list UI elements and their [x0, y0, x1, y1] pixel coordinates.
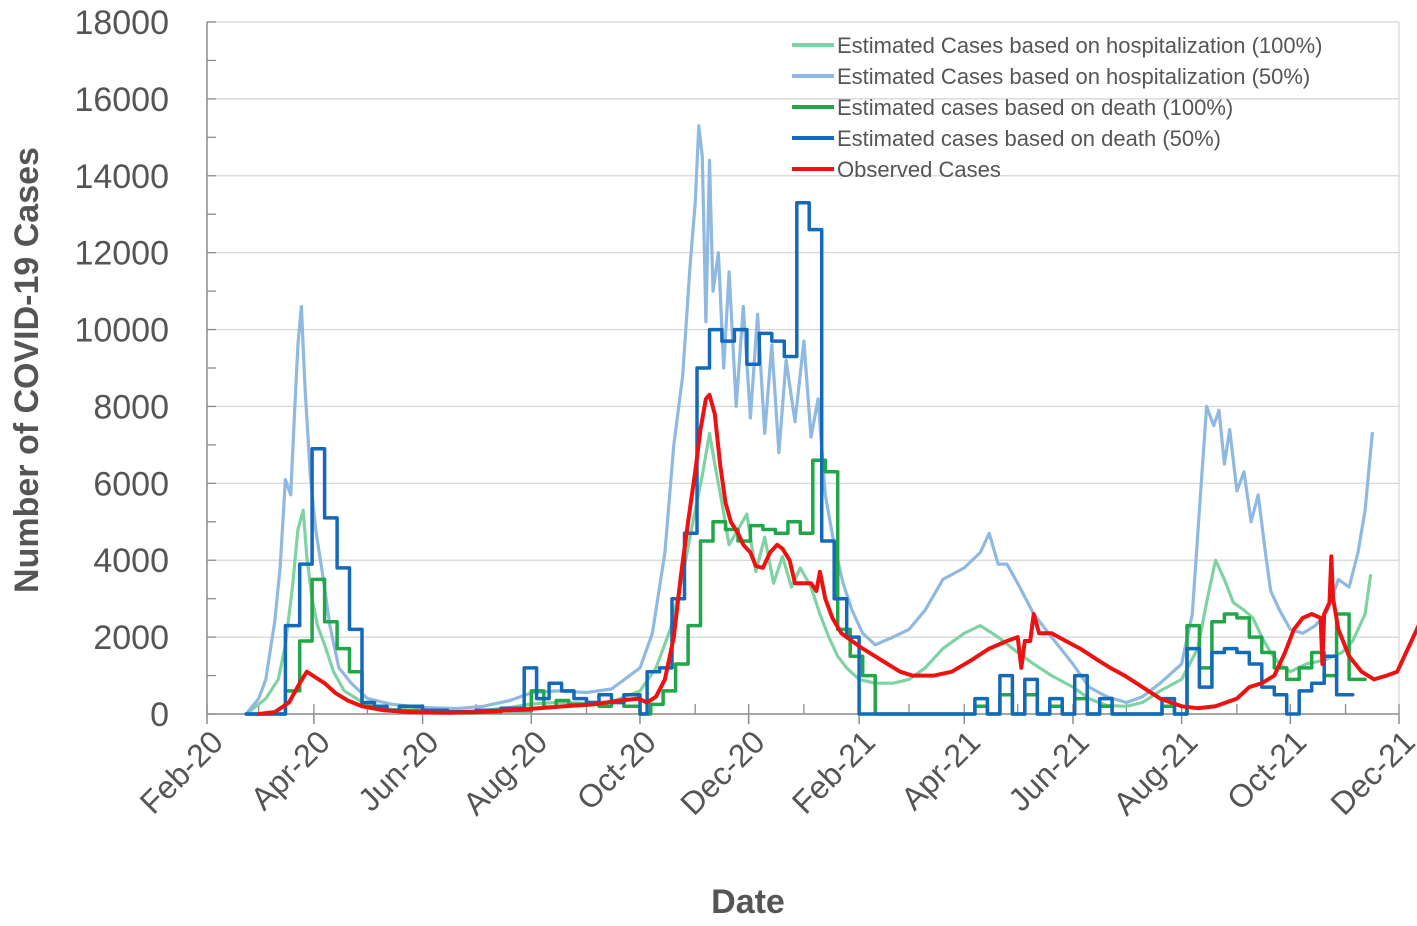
x-tick-label: Dec-20: [673, 723, 771, 821]
y-tick-label: 18000: [74, 4, 169, 42]
x-tick-label: Apr-20: [243, 723, 336, 816]
y-tick-label: 0: [150, 696, 169, 734]
x-tick-label: Dec-21: [1324, 723, 1417, 821]
legend-label: Estimated cases based on death (50%): [837, 126, 1221, 151]
legend: Estimated Cases based on hospitalization…: [792, 33, 1323, 182]
series-line-2: [244, 124, 1374, 716]
y-tick-label: 6000: [93, 465, 169, 503]
x-tick-label: Feb-21: [785, 723, 882, 820]
series-line-3: [244, 458, 1367, 716]
x-tick-label: Jun-21: [1001, 723, 1096, 818]
x-tick-label: Oct-20: [570, 723, 663, 816]
x-tick-label: Aug-20: [456, 723, 554, 821]
gridlines: [207, 21, 1400, 714]
x-axis-title: Date: [711, 883, 785, 921]
y-tick-label: 2000: [93, 619, 169, 657]
x-tick-label: Feb-20: [133, 723, 230, 820]
y-tick-label: 10000: [74, 312, 169, 350]
y-tick-label: 8000: [93, 388, 169, 426]
y-tick-label: 12000: [74, 235, 169, 273]
series-lines: [244, 124, 1417, 716]
y-tick-label: 14000: [74, 158, 169, 196]
series-line-5: [256, 392, 1417, 716]
y-tick-label: 4000: [93, 542, 169, 580]
y-tick-label: 16000: [74, 81, 169, 119]
y-axis-title: Number of COVID-19 Cases: [8, 147, 46, 593]
x-tick-label: Aug-21: [1106, 723, 1204, 821]
legend-label: Estimated cases based on death (100%): [837, 95, 1233, 120]
legend-label: Estimated Cases based on hospitalization…: [837, 64, 1310, 89]
x-tick-label: Oct-21: [1220, 723, 1313, 816]
legend-label: Estimated Cases based on hospitalization…: [837, 33, 1323, 58]
legend-label: Observed Cases: [837, 157, 1001, 182]
x-tick-label: Jun-20: [351, 723, 446, 818]
x-tick-label: Apr-21: [894, 723, 987, 816]
